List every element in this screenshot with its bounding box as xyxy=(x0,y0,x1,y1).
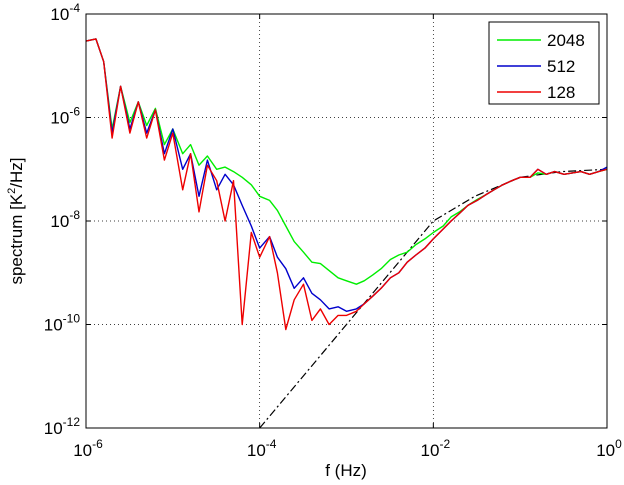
x-tick-label: 10-4 xyxy=(247,437,277,460)
y-tick-label: 10-10 xyxy=(44,312,81,335)
y-tick-label-exp: -4 xyxy=(69,1,80,15)
x-tick-label: 100 xyxy=(596,437,622,460)
legend-label-128: 128 xyxy=(547,83,575,102)
y-tick-label-exp: -8 xyxy=(69,208,80,222)
y-axis-label-sup: 2 xyxy=(6,188,18,194)
y-tick-label-exp: -12 xyxy=(63,415,81,429)
y-tick-label-base: 10 xyxy=(50,5,69,24)
y-tick-label: 10-12 xyxy=(44,415,81,438)
series-layer xyxy=(85,38,608,331)
legend-box xyxy=(488,21,600,105)
tick-marks xyxy=(85,13,608,429)
x-tick-label-base: 10 xyxy=(421,441,440,460)
x-tick-label: 10-6 xyxy=(73,437,103,460)
y-tick-label: 10-4 xyxy=(50,1,80,24)
y-tick-label-base: 10 xyxy=(50,212,69,231)
y-tick-label-base: 10 xyxy=(50,109,69,128)
legend: 2048 512 128 xyxy=(488,21,600,105)
x-tick-label-base: 10 xyxy=(247,441,266,460)
x-tick-label: 10-2 xyxy=(421,437,451,460)
y-axis-label-base: spectrum [K xyxy=(7,193,26,284)
x-axis-label: f (Hz) xyxy=(325,461,367,480)
x-tick-label-base: 10 xyxy=(73,441,92,460)
series-line-128 xyxy=(85,38,608,331)
y-axis-label-tail: /Hz] xyxy=(7,157,26,187)
x-tick-label-base: 10 xyxy=(596,441,615,460)
reference-line xyxy=(259,168,608,429)
legend-label-2048: 2048 xyxy=(547,31,585,50)
legend-entries: 2048 512 128 xyxy=(497,31,585,102)
x-tick-label-exp: -2 xyxy=(439,437,450,451)
x-tick-label-exp: 0 xyxy=(615,437,622,451)
x-tick-label-exp: -6 xyxy=(92,437,103,451)
reference-line-layer xyxy=(259,168,608,429)
y-tick-label-base: 10 xyxy=(44,316,63,335)
x-tick-label-exp: -4 xyxy=(266,437,277,451)
y-axis-label: spectrum [K2/Hz] xyxy=(6,157,26,284)
y-tick-label-exp: -6 xyxy=(69,105,80,119)
y-tick-label-base: 10 xyxy=(44,419,63,438)
y-tick-label: 10-8 xyxy=(50,208,80,231)
x-tick-labels: 10-6 10-4 10-2 100 xyxy=(73,437,622,460)
y-tick-label-exp: -10 xyxy=(63,312,81,326)
legend-label-512: 512 xyxy=(547,57,575,76)
y-tick-label: 10-6 xyxy=(50,105,80,128)
